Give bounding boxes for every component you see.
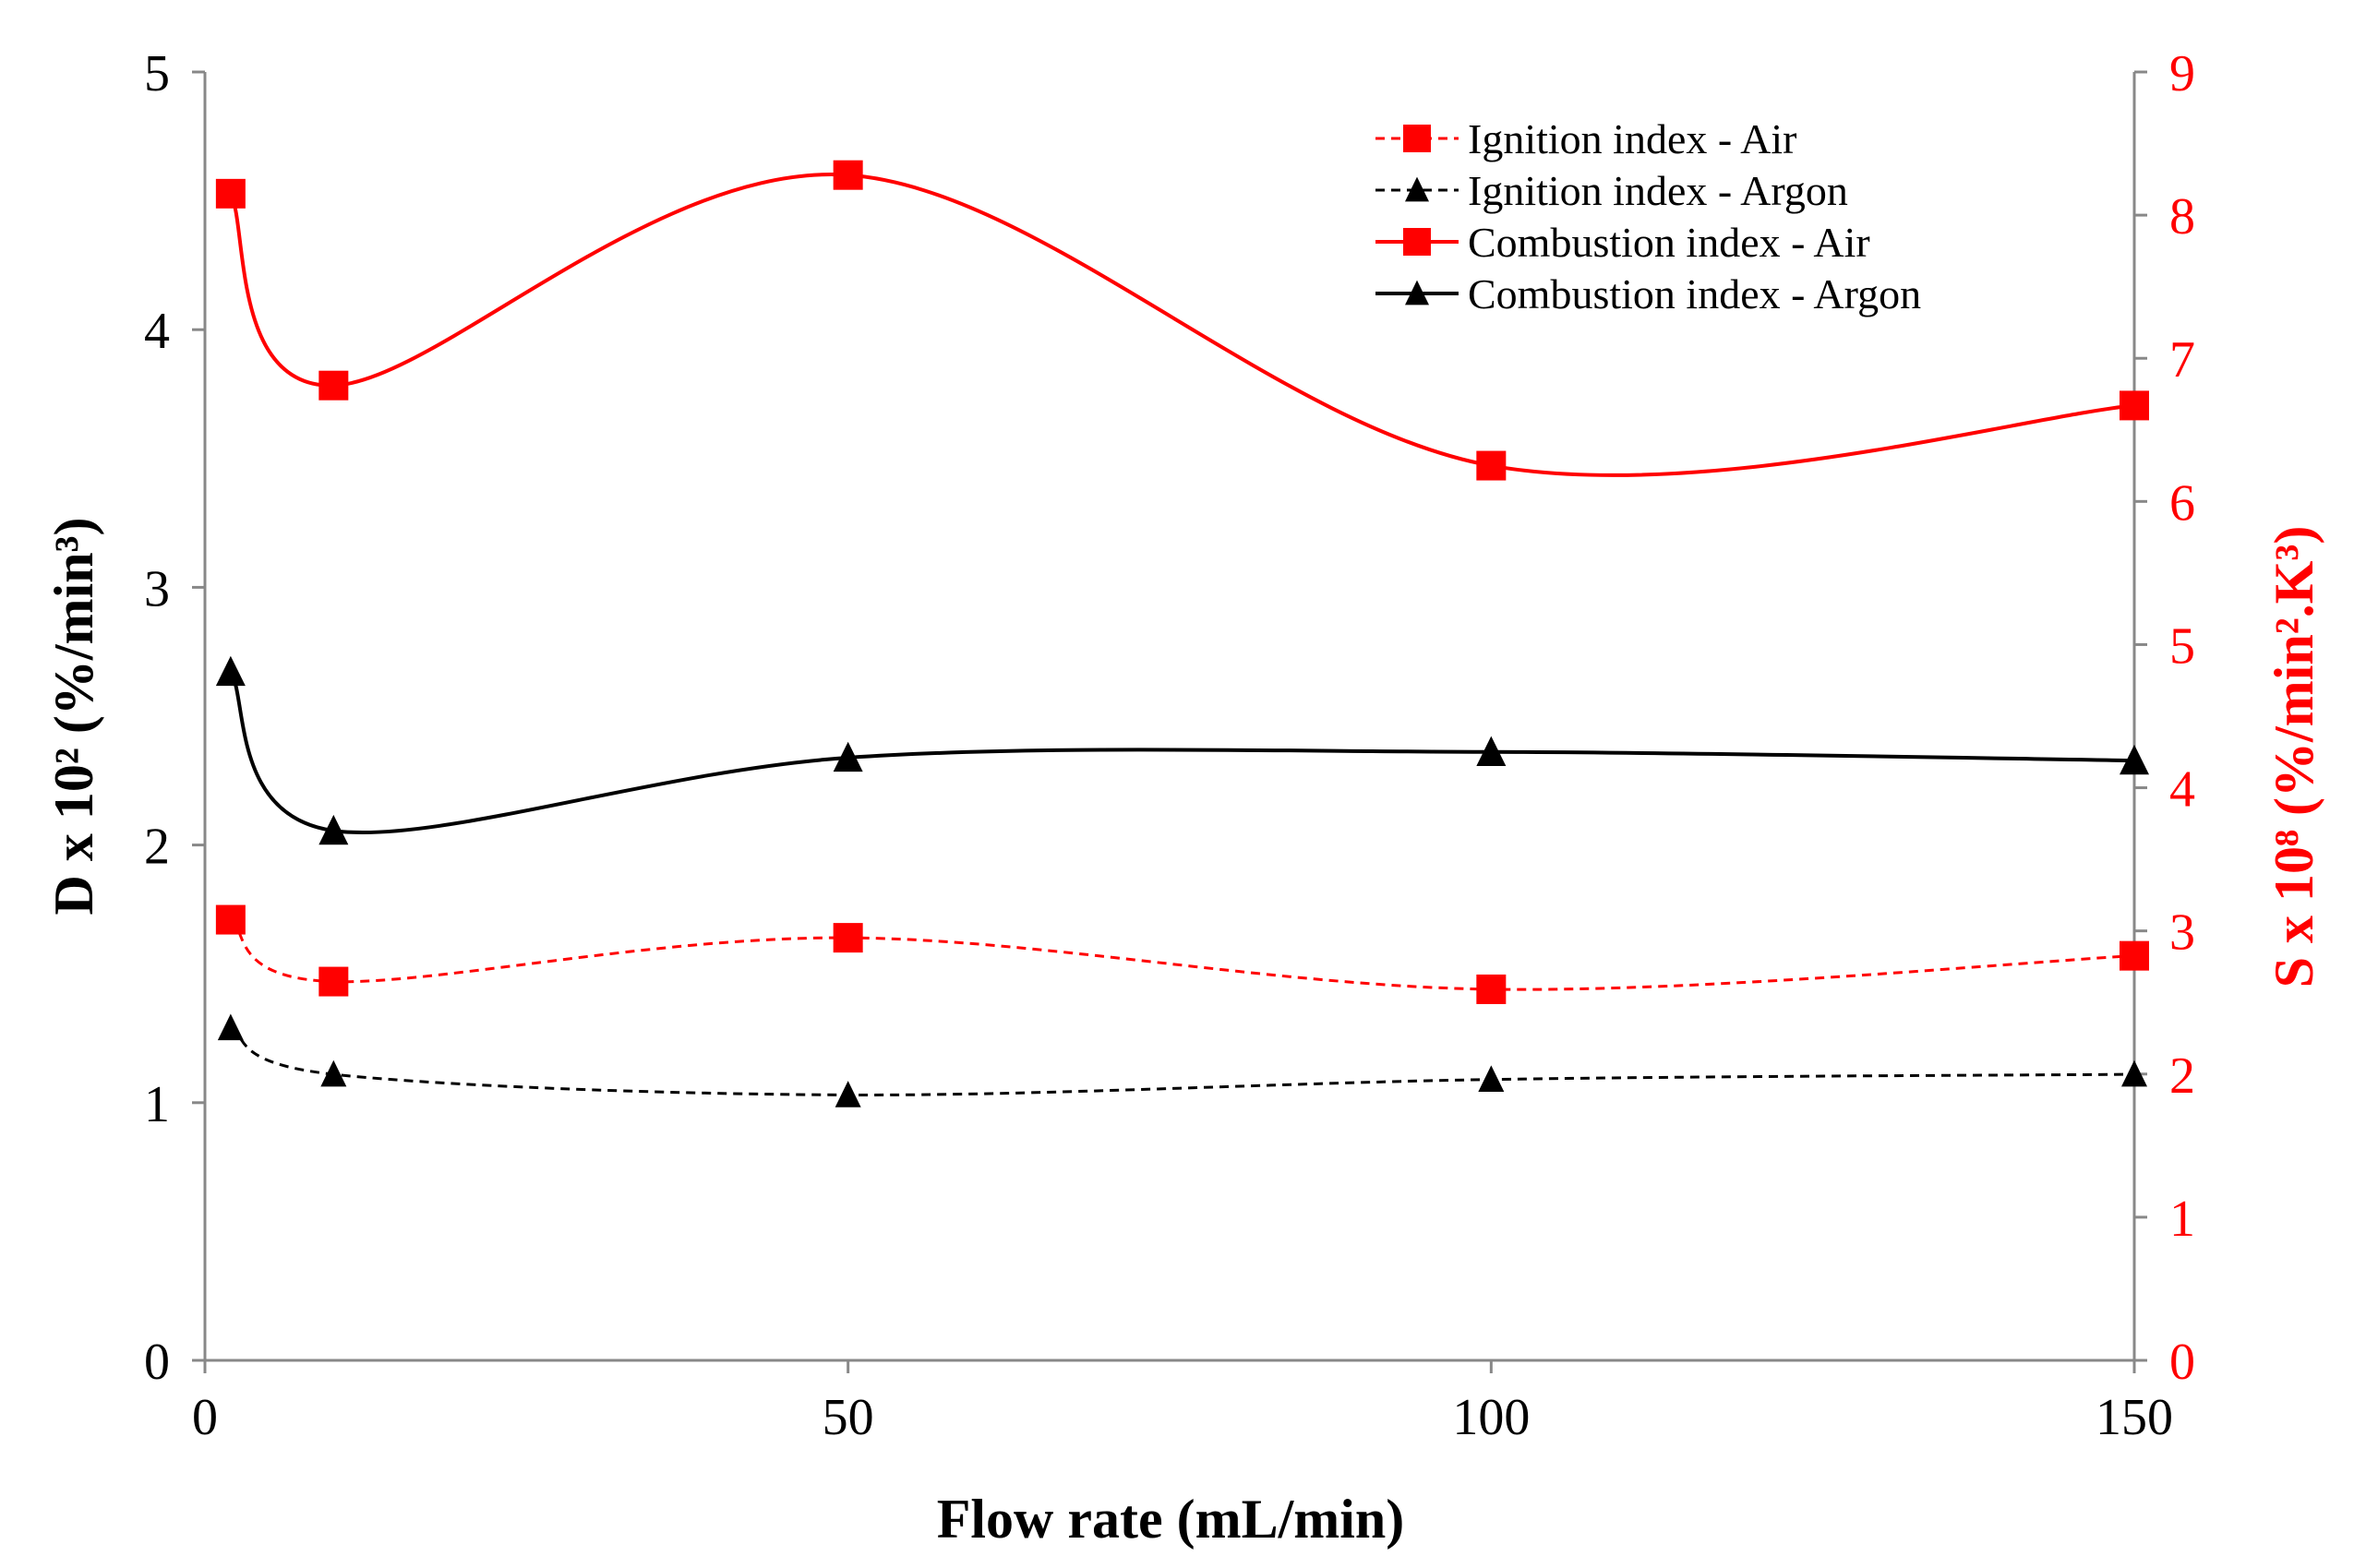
x-tick-label: 50 (823, 1389, 874, 1446)
y-right-tick-label: 2 (2169, 1047, 2195, 1105)
series-line (230, 1026, 2135, 1096)
x-tick-label: 150 (2096, 1389, 2173, 1446)
y-right-tick-label: 8 (2169, 188, 2195, 245)
data-point (217, 1013, 244, 1041)
series-1 (215, 904, 2149, 1004)
data-point (2120, 390, 2149, 421)
x-tick-label: 100 (1452, 1389, 1530, 1446)
x-axis-title: Flow rate (mL/min) (937, 1489, 1405, 1550)
data-point (215, 655, 246, 687)
series-line (229, 918, 2135, 991)
y-left-tick-label: 4 (144, 303, 170, 360)
x-tick-label: 0 (192, 1389, 218, 1446)
y-left-tick-label: 2 (144, 819, 170, 876)
y-right-tick-label: 6 (2169, 474, 2195, 532)
data-point (1476, 450, 1507, 481)
legend-label: Combustion index - Argon (1468, 270, 1921, 317)
data-point (318, 966, 349, 997)
legend-swatch-marker (1403, 228, 1431, 256)
data-point (318, 814, 349, 845)
axes (203, 72, 2136, 1362)
series-layer (215, 160, 2149, 1107)
legend-label: Ignition index - Air (1468, 115, 1796, 162)
legend-swatch-marker (1403, 125, 1431, 152)
y-right-tick-label: 1 (2169, 1191, 2195, 1248)
legend-item: Ignition index - Argon (1375, 167, 1848, 214)
y-right-tick-label: 5 (2169, 617, 2195, 675)
legend-swatch-marker (1405, 280, 1429, 305)
data-point (215, 178, 246, 209)
series-2 (217, 1013, 2147, 1107)
data-point (2121, 1059, 2147, 1087)
y-left-tick-label: 5 (144, 45, 170, 102)
legend-item: Combustion index - Argon (1375, 270, 1921, 317)
legend: Ignition index - Air Ignition index - Arg… (1375, 115, 1921, 317)
series-3 (215, 160, 2149, 481)
data-point (1478, 1065, 1505, 1092)
data-point (215, 904, 246, 935)
legend-item: Ignition index - Air (1375, 115, 1796, 162)
series-line (229, 173, 2135, 477)
y-right-tick-label: 3 (2169, 904, 2195, 962)
data-point (835, 1081, 861, 1107)
y-left-tick-label: 1 (144, 1076, 170, 1133)
y-left-tick-label: 0 (144, 1334, 170, 1391)
y-right-tick-label: 4 (2169, 761, 2195, 819)
y-right-tick-label: 7 (2169, 331, 2195, 389)
data-point (1476, 974, 1507, 1004)
y-axis-right-title: S x 10⁸ (%/min².K³) (2264, 526, 2324, 988)
legend-label: Combustion index - Air (1468, 219, 1870, 266)
y-right-tick-label: 9 (2169, 45, 2195, 102)
y-left-tick-label: 3 (144, 560, 170, 617)
axis-titles: Flow rate (mL/min) D x 10² (%/min³) S x … (43, 518, 2324, 1550)
legend-swatch-marker (1405, 176, 1429, 202)
data-point (2120, 940, 2149, 971)
y-right-tick-label: 0 (2169, 1334, 2195, 1391)
data-point (833, 160, 863, 190)
data-point (2120, 744, 2149, 775)
data-point (1476, 736, 1507, 766)
data-point (833, 741, 863, 772)
series-line (229, 670, 2135, 835)
series-4 (215, 655, 2149, 845)
legend-item: Combustion index - Air (1375, 219, 1870, 266)
legend-label: Ignition index - Argon (1468, 167, 1848, 214)
data-point (318, 370, 349, 401)
data-point (320, 1059, 347, 1087)
data-point (833, 923, 863, 953)
y-axis-left-title: D x 10² (%/min³) (43, 518, 104, 916)
